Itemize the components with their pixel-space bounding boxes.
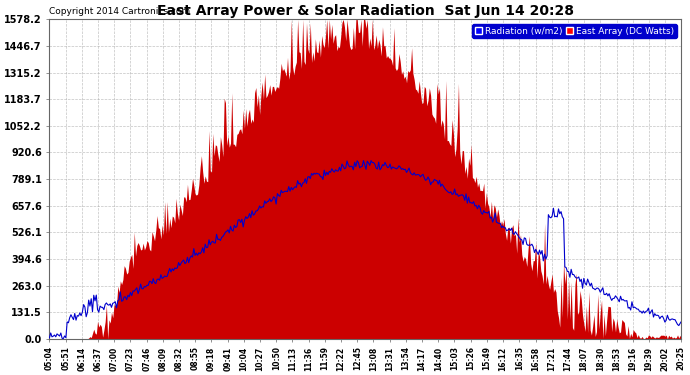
- Text: Copyright 2014 Cartronics.com: Copyright 2014 Cartronics.com: [50, 7, 190, 16]
- Legend: Radiation (w/m2), East Array (DC Watts): Radiation (w/m2), East Array (DC Watts): [473, 24, 677, 38]
- Title: East Array Power & Solar Radiation  Sat Jun 14 20:28: East Array Power & Solar Radiation Sat J…: [157, 4, 574, 18]
